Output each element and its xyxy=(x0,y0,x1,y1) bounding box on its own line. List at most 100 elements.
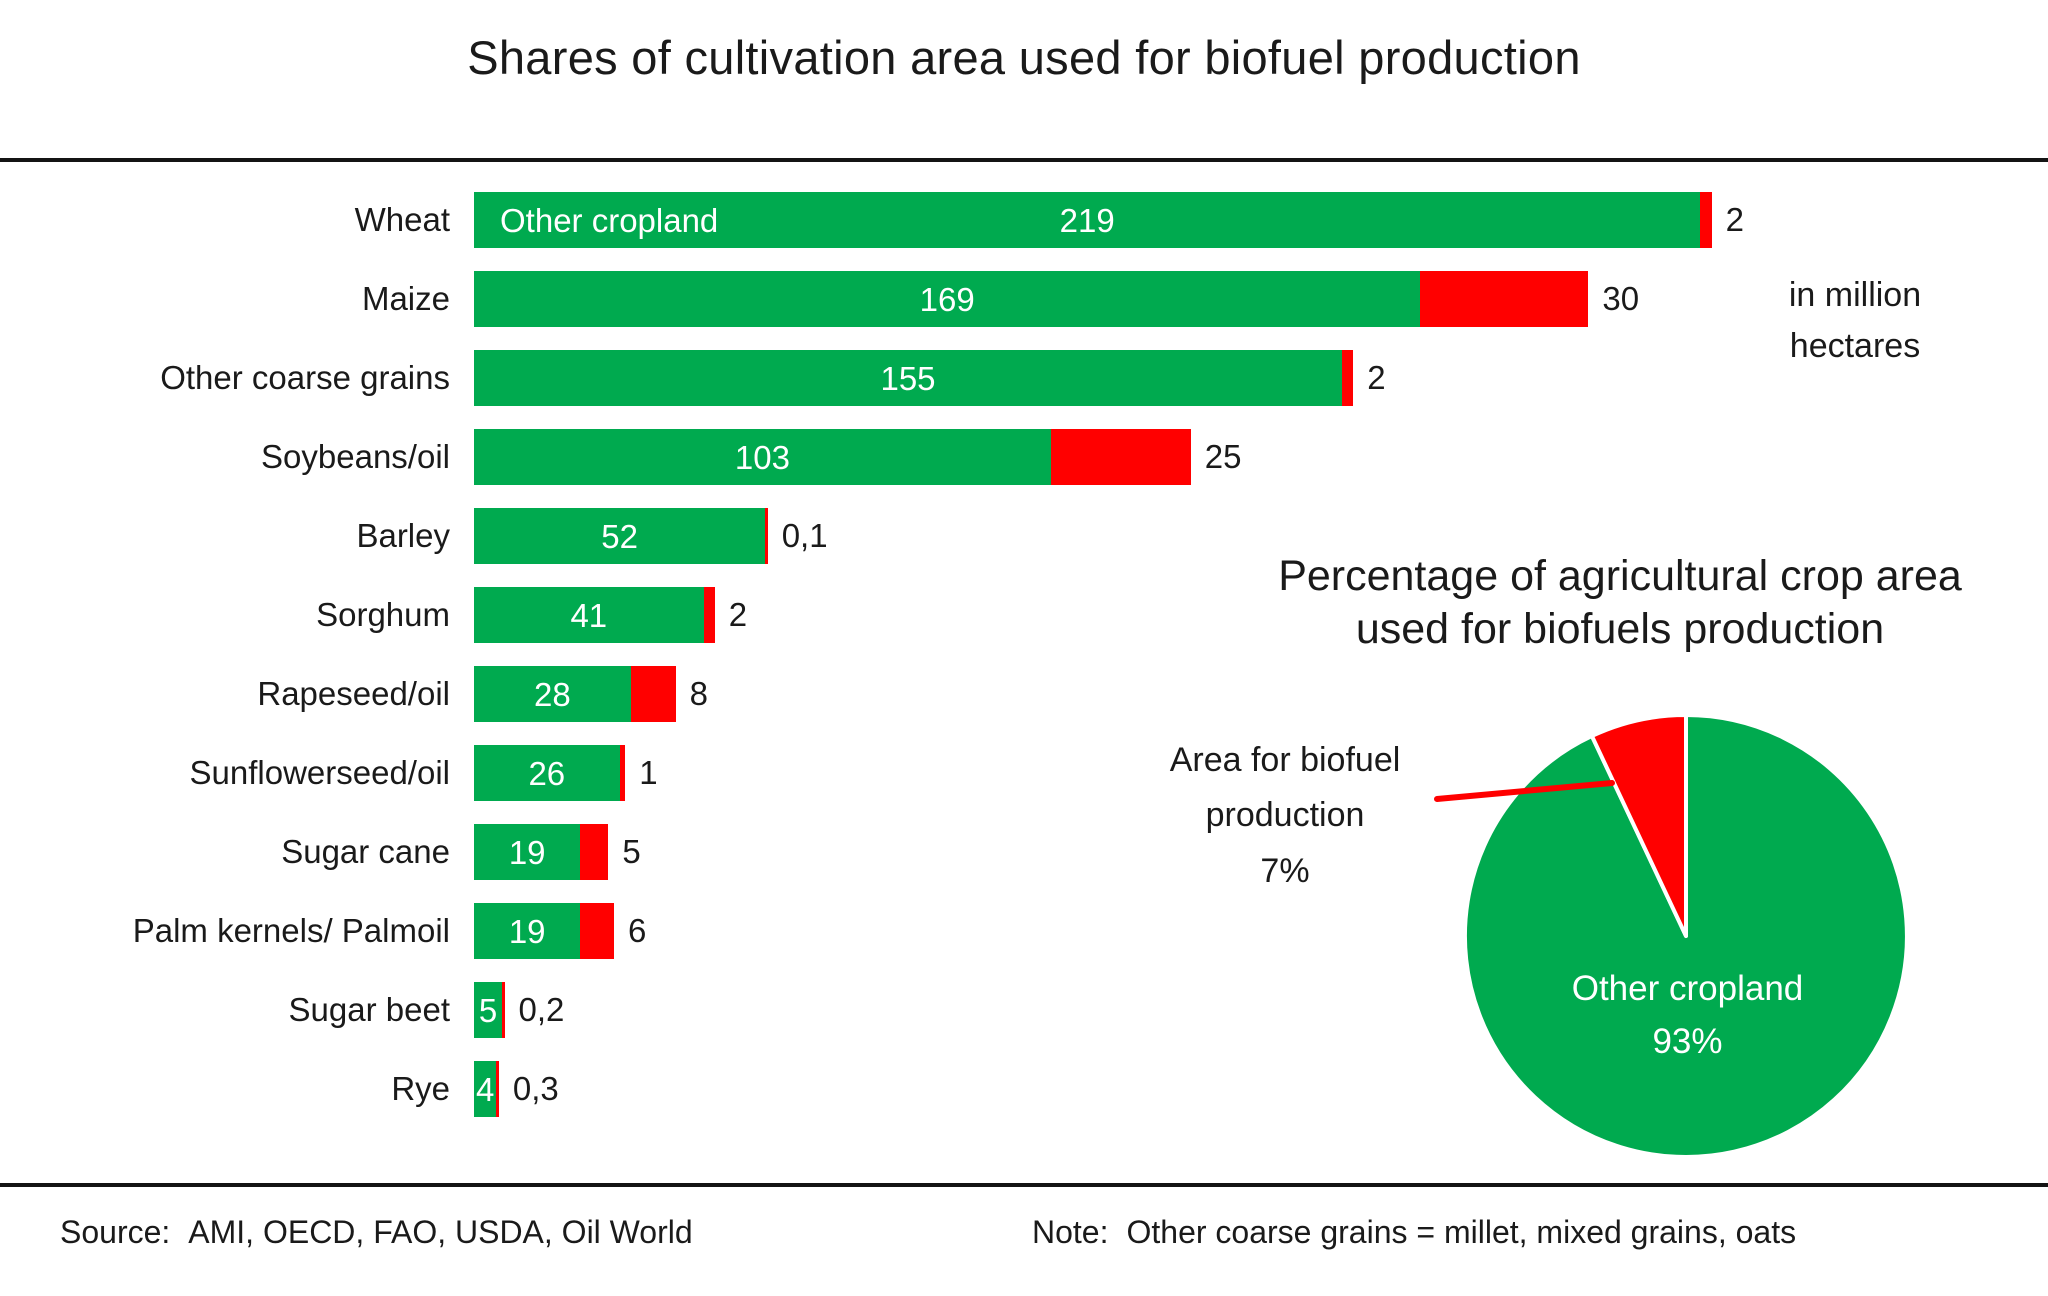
bar-track: 41 2 xyxy=(474,586,748,643)
bar-value-other-cropland: 28 xyxy=(534,675,571,713)
bar-track: 4 0,3 xyxy=(474,1060,559,1117)
bar-value-biofuel: 2 xyxy=(1367,358,1386,396)
pie-slice-label-pct: 93% xyxy=(1652,1021,1723,1061)
page-title: Shares of cultivation area used for biof… xyxy=(467,31,1581,84)
bar-category-label: Sugar cane xyxy=(281,832,450,870)
bar-value-biofuel: 30 xyxy=(1602,279,1640,317)
bar-row: Sugar cane 19 5 xyxy=(0,812,1744,891)
bottom-divider xyxy=(0,1183,2048,1187)
bar-track: 52 0,1 xyxy=(474,507,828,564)
bar-value-biofuel: 6 xyxy=(627,911,647,949)
bar-value-other-cropland: 4 xyxy=(476,1070,495,1108)
bar-row: Sugar beet 5 0,2 xyxy=(0,970,1744,1049)
bar-value-biofuel: 2 xyxy=(1725,200,1744,238)
pie-title-line1: Percentage of agricultural crop area xyxy=(1278,552,1962,600)
bar-category-label: Other coarse grains xyxy=(160,358,450,396)
bar-segment-other-cropland: 169 xyxy=(474,270,1421,327)
bar-track: 155 2 xyxy=(474,349,1386,406)
bar-value-other-cropland: 26 xyxy=(528,754,566,792)
series-inline-label: Other cropland xyxy=(500,201,719,239)
bar-value-other-cropland: 41 xyxy=(570,596,608,634)
bar-row: Wheat Other cropland 219 2 xyxy=(0,180,1744,259)
bar-segment-biofuel xyxy=(496,1060,499,1117)
bar-row: Palm kernels/ Palmoil 19 6 xyxy=(0,891,1744,970)
bar-track: 26 1 xyxy=(474,744,658,801)
bar-category-label: Sunflowerseed/oil xyxy=(189,753,451,791)
bar-value-biofuel: 8 xyxy=(689,674,708,712)
bar-segment-biofuel xyxy=(703,586,715,643)
bar-segment-other-cropland: 19 xyxy=(474,823,581,880)
pie-callout-line2: production xyxy=(1205,796,1365,835)
bar-track: 103 25 xyxy=(474,428,1242,485)
bar-value-other-cropland: 19 xyxy=(508,833,546,871)
bar-category-label: Wheat xyxy=(354,200,450,238)
bar-value-other-cropland: 155 xyxy=(880,359,936,397)
note-label: Note: xyxy=(1032,1214,1109,1250)
units-label-line1: in million xyxy=(1788,276,1922,314)
bar-segment-biofuel xyxy=(1050,428,1191,485)
bar-segment-other-cropland: 103 xyxy=(474,428,1051,485)
bar-chart: Wheat Other cropland 219 2 Maize 169 30 Other c… xyxy=(0,180,1744,1128)
pie-title: Percentage of agricultural crop area use… xyxy=(1180,550,2048,657)
units-label-line2: hectares xyxy=(1789,327,1921,365)
pie-slice-label-other-cropland: Other cropland 93% xyxy=(1460,963,1915,1068)
bar-track: 5 0,2 xyxy=(474,981,565,1038)
bar-row: Sunflowerseed/oil 26 1 xyxy=(0,733,1744,812)
pie-title-line2: used for biofuels production xyxy=(1355,605,1885,654)
bar-segment-biofuel xyxy=(765,507,768,564)
bar-row: Maize 169 30 xyxy=(0,259,1744,338)
bar-segment-biofuel xyxy=(1342,349,1354,406)
bar-category-label: Maize xyxy=(361,279,450,317)
bar-value-other-cropland: 103 xyxy=(734,438,790,476)
bar-value-biofuel: 25 xyxy=(1204,437,1242,475)
bar-value-biofuel: 2 xyxy=(728,595,748,633)
bar-category-label: Rye xyxy=(391,1069,450,1107)
bar-segment-biofuel xyxy=(502,981,505,1038)
bar-segment-biofuel xyxy=(619,744,626,801)
bar-segment-other-cropland: 28 xyxy=(474,665,631,722)
pie-callout-line1: Area for biofuel xyxy=(1169,741,1401,779)
bar-segment-other-cropland: 155 xyxy=(474,349,1342,406)
bar-segment-biofuel xyxy=(630,665,676,722)
top-divider xyxy=(0,158,2048,162)
pie-callout-biofuel: Area for biofuel production 7% xyxy=(1090,733,1480,899)
bar-segment-other-cropland: 41 xyxy=(474,586,704,643)
bar-value-biofuel: 1 xyxy=(639,753,658,791)
bar-segment-other-cropland: Other cropland 219 xyxy=(474,191,1701,248)
bar-value-other-cropland: 19 xyxy=(508,912,546,950)
source-label: Source: xyxy=(60,1214,171,1250)
bar-track: Other cropland 219 2 xyxy=(474,191,1744,248)
bar-row: Rapeseed/oil 28 8 xyxy=(0,654,1744,733)
bar-row: Soybeans/oil 103 25 xyxy=(0,417,1744,496)
bar-value-other-cropland: 219 xyxy=(1059,201,1115,239)
bar-category-label: Soybeans/oil xyxy=(261,437,450,475)
bar-segment-other-cropland: 52 xyxy=(474,507,766,564)
bar-row: Rye 4 0,3 xyxy=(0,1049,1744,1128)
bar-segment-other-cropland: 19 xyxy=(474,902,581,959)
bar-segment-other-cropland: 5 xyxy=(474,981,502,1038)
bar-segment-biofuel xyxy=(580,823,609,880)
units-label: in million hectares xyxy=(1745,270,1965,372)
bar-category-label: Sorghum xyxy=(316,595,450,633)
source-text: AMI, OECD, FAO, USDA, Oil World xyxy=(188,1214,693,1250)
bar-category-label: Palm kernels/ Palmoil xyxy=(132,911,450,949)
bar-value-biofuel: 0,1 xyxy=(781,516,828,554)
bar-track: 169 30 xyxy=(474,270,1640,327)
bar-track: 28 8 xyxy=(474,665,708,722)
bar-row: Other coarse grains 155 2 xyxy=(0,338,1744,417)
bar-row: Barley 52 0,1 xyxy=(0,496,1744,575)
bar-value-other-cropland: 5 xyxy=(478,991,498,1029)
bar-row: Sorghum 41 2 xyxy=(0,575,1744,654)
bar-value-other-cropland: 169 xyxy=(919,280,975,318)
bar-category-label: Barley xyxy=(356,516,450,554)
bar-segment-biofuel xyxy=(1420,270,1589,327)
bar-category-label: Sugar beet xyxy=(288,990,450,1028)
bar-track: 19 6 xyxy=(474,902,647,959)
bar-value-biofuel: 5 xyxy=(622,832,641,870)
bar-segment-other-cropland: 4 xyxy=(474,1060,497,1117)
bar-category-label: Rapeseed/oil xyxy=(257,674,450,712)
pie-callout-pct: 7% xyxy=(1260,851,1310,890)
bar-value-biofuel: 0,3 xyxy=(512,1069,559,1107)
bar-value-biofuel: 0,2 xyxy=(518,990,565,1028)
